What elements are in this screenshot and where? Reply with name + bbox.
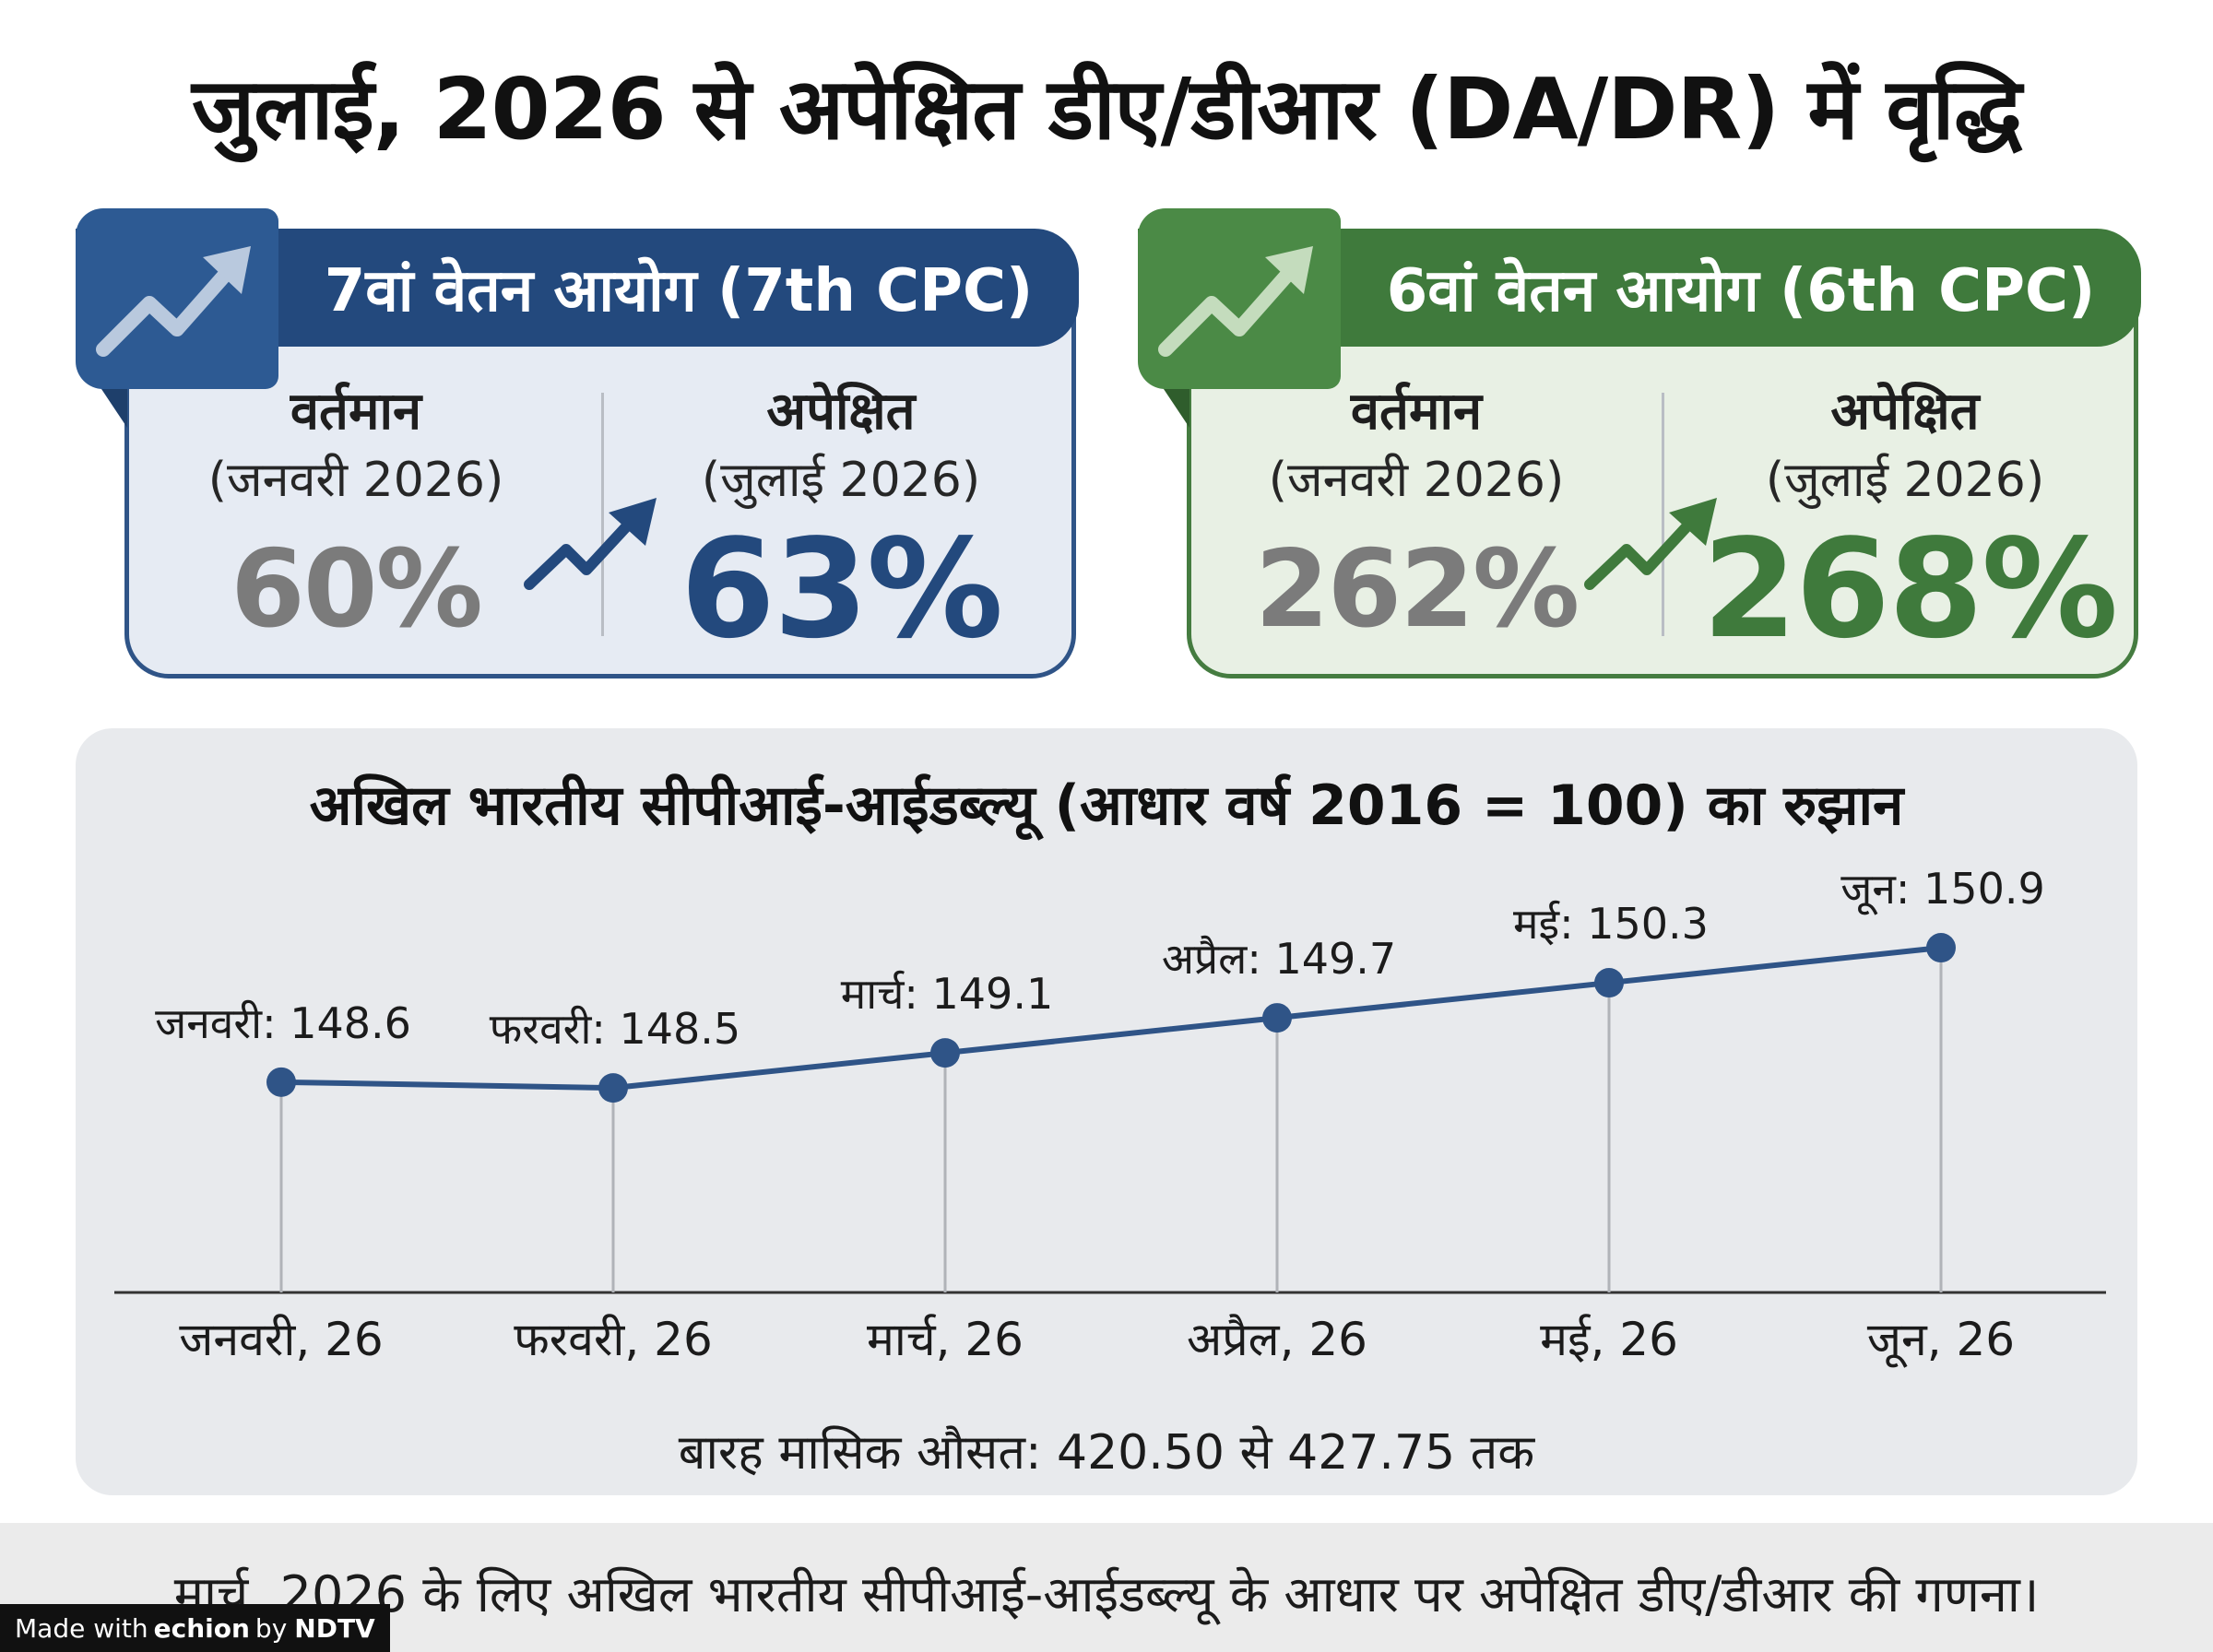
data-point — [1594, 968, 1624, 998]
expected-label: अपेक्षित — [1830, 382, 1980, 442]
card-heading: 7वां वेतन आयोग (7th CPC) — [76, 229, 1079, 347]
column-divider — [601, 393, 604, 636]
expected-value: 268% — [1702, 510, 2118, 668]
expected-period: (जुलाई 2026) — [701, 453, 981, 508]
credit-ndtv: NDTV — [294, 1612, 375, 1644]
current-value: 262% — [1254, 527, 1580, 652]
expected-label: अपेक्षित — [766, 382, 916, 442]
current-column: वर्तमान (जनवरी 2026) 60% — [153, 380, 559, 645]
x-tick-label: जून, 26 — [1867, 1313, 2015, 1368]
chart-note: बारह मासिक औसत: 420.50 से 427.75 तक — [678, 1425, 1535, 1481]
current-period: (जनवरी 2026) — [207, 453, 504, 508]
trending-up-icon — [1584, 492, 1722, 597]
expected-column: अपेक्षित (जुलाई 2026) 63% — [638, 380, 1044, 658]
page-title: जुलाई, 2026 से अपेक्षित डीए/डीआर (DA/DR)… — [191, 60, 2022, 159]
trending-up-icon — [76, 208, 278, 389]
x-tick-label: अप्रैल, 26 — [1187, 1313, 1367, 1366]
series-line — [280, 945, 1942, 1092]
x-tick-label: मई, 26 — [1540, 1313, 1678, 1366]
data-point — [930, 1038, 960, 1068]
column-divider — [1662, 393, 1664, 636]
chart-panel: अखिल भारतीय सीपीआई-आईडब्ल्यू (आधार वर्ष … — [76, 728, 2137, 1495]
data-point — [598, 1073, 628, 1103]
expected-column: अपेक्षित (जुलाई 2026) 268% — [1702, 380, 2118, 668]
data-label: फरवरी: 148.5 — [490, 1004, 740, 1054]
current-value: 60% — [231, 527, 483, 652]
chart-title: अखिल भारतीय सीपीआई-आईडब्ल्यू (आधार वर्ष … — [309, 773, 1904, 838]
trending-up-icon — [524, 492, 662, 597]
footer-note: मार्च, 2026 के लिए अखिल भारतीय सीपीआई-आई… — [173, 1565, 2040, 1623]
expected-period: (जुलाई 2026) — [1765, 453, 2045, 508]
cpi-line-chart: जनवरी: 148.6 जनवरी, 26 फरवरी: 148.5 फरवरी, … — [114, 864, 2106, 1368]
data-label: अप्रैल: 149.7 — [1162, 934, 1396, 984]
data-label: जनवरी: 148.6 — [155, 998, 411, 1048]
data-point — [1262, 1003, 1292, 1033]
x-tick-label: जनवरी, 26 — [179, 1313, 383, 1366]
x-tick-label: मार्च, 26 — [867, 1313, 1024, 1366]
credit-brand: echion — [153, 1612, 250, 1644]
expected-value: 63% — [680, 510, 1003, 668]
current-column: वर्तमान (जनवरी 2026) 262% — [1213, 380, 1619, 645]
trending-up-icon — [1138, 208, 1341, 389]
data-point — [1926, 933, 1956, 963]
current-label: वर्तमान — [290, 382, 422, 442]
credit-by: by — [254, 1612, 288, 1644]
data-label: मई: 150.3 — [1513, 899, 1709, 949]
current-label: वर्तमान — [1350, 382, 1483, 442]
credit-badge: Made with echion by NDTV — [0, 1604, 390, 1652]
x-tick-label: फरवरी, 26 — [514, 1313, 713, 1366]
credit-prefix: Made with — [15, 1612, 148, 1644]
data-label: जून: 150.9 — [1840, 864, 2044, 915]
data-label: मार्च: 149.1 — [841, 969, 1053, 1019]
current-period: (जनवरी 2026) — [1268, 453, 1565, 508]
data-point — [266, 1067, 296, 1097]
